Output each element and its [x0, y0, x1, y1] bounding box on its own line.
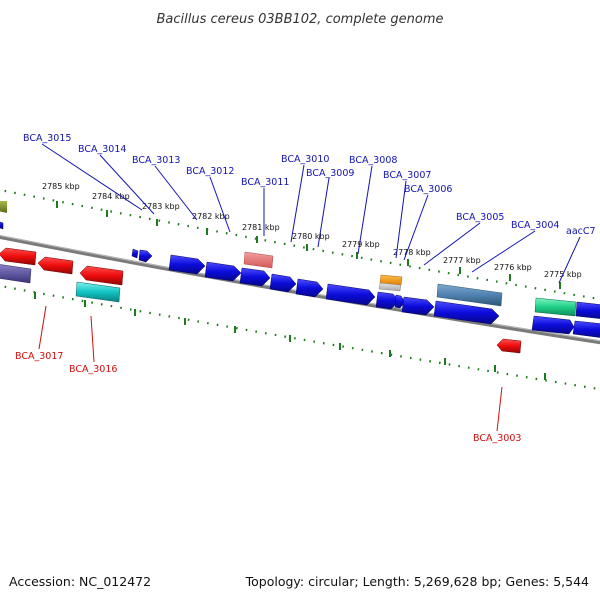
gene-arrow: [325, 283, 376, 306]
gene-label: BCA_3007: [383, 170, 431, 181]
gene-label: BCA_3004: [511, 220, 559, 231]
kbp-label: 2776 kbp: [494, 263, 532, 272]
kbp-label: 2777 kbp: [443, 256, 481, 265]
gene-label: BCA_3013: [132, 155, 180, 166]
map-title: Bacillus cereus 03BB102, complete genome: [156, 12, 443, 27]
upper-gene-labels: BCA_3015 BCA_3014 BCA_3013 BCA_3012 BCA_…: [23, 133, 596, 237]
gene-arrow: [531, 315, 575, 335]
gene-arrow: [394, 294, 406, 309]
kbp-label: 2783 kbp: [142, 202, 180, 211]
gene-label: BCA_3005: [456, 212, 504, 223]
gene-arrow: [239, 267, 271, 287]
gene-label: BCA_3010: [281, 154, 329, 165]
kbp-label: 2784 kbp: [92, 192, 130, 201]
gene-arrow: [0, 201, 7, 213]
gene-arrow: [378, 282, 402, 292]
gene-arrow: [0, 221, 4, 230]
gene-arrow: [75, 281, 121, 303]
topology-text: Topology: circular; Length: 5,269,628 bp…: [245, 574, 589, 589]
gene-label: BCA_3015: [23, 133, 71, 144]
gene-arrow: [138, 249, 153, 263]
gene-arrow: [243, 251, 274, 269]
gene-label: BCA_3009: [306, 168, 354, 179]
gene-arrow: [575, 301, 600, 319]
label-leader-lines: [38, 143, 581, 432]
kbp-label: 2782 kbp: [192, 212, 230, 221]
gene-arrow: [131, 248, 139, 259]
gene-label: aacC7: [566, 226, 596, 237]
gene-label: BCA_3016: [69, 364, 117, 375]
kbp-label: 2780 kbp: [292, 232, 330, 241]
gene-arrow: [401, 296, 435, 316]
kbp-label: 2778 kbp: [393, 248, 431, 257]
gene-arrow: [436, 283, 503, 307]
gene-label: BCA_3003: [473, 433, 521, 444]
gene-label: BCA_3017: [15, 351, 63, 362]
gene-arrow: [0, 247, 37, 266]
gene-arrow: [0, 264, 32, 284]
gene-label: BCA_3012: [186, 166, 234, 177]
gene-label: BCA_3011: [241, 177, 289, 188]
accession-text: Accession: NC_012472: [9, 574, 151, 589]
gene-label: BCA_3014: [78, 144, 126, 155]
gene-arrow: [269, 273, 297, 293]
gene-arrow: [295, 278, 324, 298]
kbp-label: 2781 kbp: [242, 223, 280, 232]
scale-labels: 2785 kbp 2784 kbp 2783 kbp 2782 kbp 2781…: [42, 182, 582, 279]
gene-arrow: [204, 261, 242, 282]
forward-genes-outer: [0, 201, 503, 307]
gene-arrow: [168, 254, 206, 275]
major-ticks: [34, 201, 561, 380]
gene-arrow: [37, 256, 74, 275]
gene-arrow: [572, 320, 600, 338]
forward-genes-inner: [0, 221, 600, 338]
kbp-label: 2779 kbp: [342, 240, 380, 249]
lower-gene-labels: BCA_3017 BCA_3016 BCA_3003: [15, 351, 521, 444]
gene-arrow: [433, 300, 500, 325]
gene-label: BCA_3006: [404, 184, 452, 195]
gene-arrow: [79, 265, 124, 286]
kbp-label: 2785 kbp: [42, 182, 80, 191]
reverse-genes: [0, 247, 522, 354]
gene-arrow: [534, 297, 577, 317]
gene-label: BCA_3008: [349, 155, 397, 166]
gene-arrow: [496, 338, 522, 354]
